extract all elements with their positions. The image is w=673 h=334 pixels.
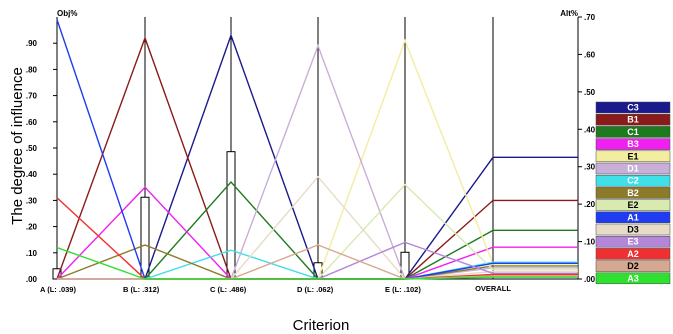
left-tick-label: .50 [26, 144, 38, 153]
left-tick-label: .10 [26, 249, 38, 258]
x-axis-title: Criterion [293, 317, 350, 334]
legend-label-e3: E3 [627, 237, 638, 247]
legend-swatch-a1 [595, 211, 671, 224]
right-axis-label: Alt% [560, 9, 578, 18]
criterion-label: A (L: .039) [40, 285, 76, 294]
legend-swatch-b2 [595, 187, 671, 199]
left-tick-label: .20 [26, 223, 38, 232]
right-tick-label: .00 [584, 275, 596, 284]
left-tick-label: .00 [26, 275, 38, 284]
legend: C3 B1 C1 B3 E1 D1 C2 B2 E2 A1 D3 E3 A2 D2 A3 [595, 101, 671, 285]
left-axis-label: Obj% [57, 9, 77, 18]
right-tick-label: .30 [584, 163, 596, 172]
legend-label-a2: A2 [627, 249, 639, 259]
legend-label-d2: D2 [627, 261, 639, 271]
y-axis-title: The degree of influence [9, 67, 26, 225]
overall-label: OVERALL [475, 284, 511, 293]
series-lines-group [56, 19, 578, 280]
legend-swatch-a3 [595, 272, 671, 285]
right-tick-label: .20 [584, 200, 596, 209]
criterion-label: B (L: .312) [123, 285, 160, 294]
legend-label-c1: C1 [627, 127, 639, 137]
legend-label-a3: A3 [627, 273, 639, 283]
left-tick-label: .80 [26, 65, 38, 74]
criterion-label: C (L: .486) [210, 285, 247, 294]
left-tick-label: .90 [26, 39, 38, 48]
legend-swatch-a2 [595, 248, 671, 260]
legend-label-c3: C3 [627, 103, 639, 113]
axes-group: .00 .10 .20 .30 .40 .50 .60 .70 .80 .90 .00 .10 .20.… [26, 13, 596, 294]
legend-swatch-b3 [595, 138, 671, 150]
right-tick-label: .40 [584, 125, 596, 134]
legend-swatch-d1 [595, 162, 671, 175]
left-tick-label: .60 [26, 118, 38, 127]
legend-label-d3: D3 [627, 225, 639, 235]
legend-swatch-c2 [595, 174, 671, 187]
legend-label-b2: B2 [627, 188, 639, 198]
legend-swatch-e3 [595, 235, 671, 248]
legend-swatch-b1 [595, 113, 671, 126]
legend-swatch-e2 [595, 199, 671, 211]
legend-swatch-d3 [595, 223, 671, 236]
legend-label-b1: B1 [627, 115, 639, 125]
right-tick-label: .50 [584, 88, 596, 97]
series-line-a3 [56, 246, 578, 280]
legend-label-b3: B3 [627, 139, 639, 149]
left-tick-label: .40 [26, 170, 38, 179]
left-tick-label: .30 [26, 196, 38, 205]
criterion-weight-bar [226, 151, 236, 280]
legend-swatch-d2 [595, 260, 671, 272]
weight-bars-group [52, 151, 410, 280]
right-tick-label: .60 [584, 50, 596, 59]
legend-swatch-e1 [595, 150, 671, 163]
criterion-weight-bar [140, 196, 150, 280]
legend-label-a1: A1 [627, 212, 639, 222]
legend-label-e2: E2 [627, 200, 638, 210]
criterion-label: D (L: .062) [297, 285, 334, 294]
criterion-label: E (L: .102) [385, 285, 421, 294]
legend-label-d1: D1 [627, 164, 639, 174]
left-tick-label: .70 [26, 92, 38, 101]
right-tick-label: .10 [584, 238, 596, 247]
legend-swatch-c1 [595, 126, 671, 138]
legend-swatch-c3 [595, 101, 671, 114]
right-tick-label: .70 [584, 13, 596, 22]
legend-label-c2: C2 [627, 176, 639, 186]
legend-label-e1: E1 [627, 151, 638, 161]
